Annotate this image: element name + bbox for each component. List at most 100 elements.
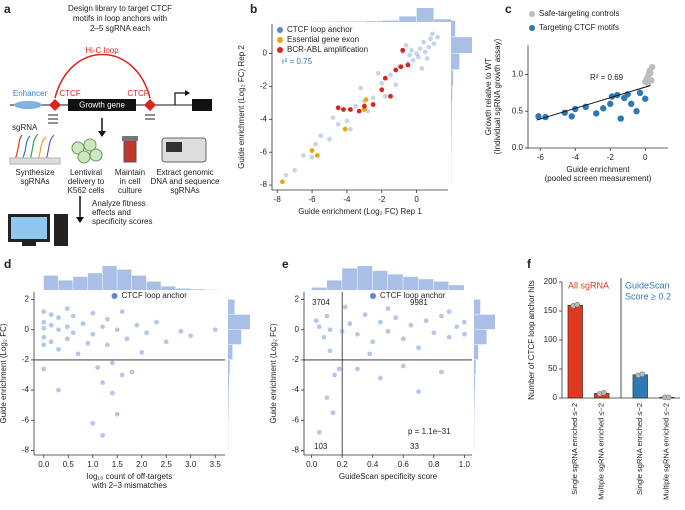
point: [388, 93, 393, 99]
histogram-bar: [346, 21, 364, 22]
point: [377, 319, 383, 325]
step-label: specificity scores: [92, 217, 152, 226]
point: [336, 366, 342, 372]
point: [324, 395, 330, 401]
point: [385, 328, 391, 334]
y-tick-label: -6: [260, 147, 268, 156]
y-tick-label: 200: [544, 277, 558, 286]
group-label: Score ≥ 0.2: [625, 291, 671, 301]
bar: [632, 374, 648, 399]
y-axis-label: Guide enrichment (Log₂ FC) Rep 2: [237, 45, 246, 169]
point: [105, 316, 110, 322]
y-tick-label: -8: [22, 446, 30, 455]
point: [339, 328, 345, 334]
point: [356, 108, 362, 114]
replicate-point: [574, 301, 580, 308]
point: [316, 429, 322, 435]
step-label: Synthesize: [15, 168, 55, 177]
point: [417, 46, 423, 52]
point: [361, 107, 367, 112]
histogram-bar: [474, 299, 481, 315]
point: [330, 115, 336, 121]
x-tick-label: 0.6: [398, 460, 410, 469]
point: [421, 39, 427, 45]
ctcf-label: CTCF: [59, 89, 80, 98]
histogram-bar: [451, 37, 472, 54]
point: [90, 420, 96, 426]
step-label: delivery to: [68, 177, 105, 186]
point: [393, 315, 399, 321]
point: [280, 179, 285, 185]
sgrna-library: [9, 133, 61, 165]
x-tick-label: 2.5: [161, 460, 173, 469]
cells: [71, 138, 103, 164]
point: [377, 375, 383, 381]
point: [90, 331, 96, 337]
point: [105, 342, 110, 348]
monitor-stand: [22, 242, 36, 246]
legend-label: Essential gene exon: [287, 35, 359, 44]
point: [324, 313, 330, 319]
point: [344, 118, 350, 124]
histogram-bar: [73, 276, 88, 290]
legend-label: CTCF loop anchor: [287, 25, 353, 34]
point: [379, 87, 385, 93]
step-label: Analyze fitness: [92, 199, 146, 208]
point: [644, 80, 652, 87]
x-tick-label: 3.5: [210, 460, 222, 469]
point: [64, 306, 70, 312]
point: [56, 315, 61, 321]
point: [393, 67, 399, 73]
histogram-bar: [388, 274, 403, 290]
point: [70, 313, 76, 319]
point: [426, 44, 432, 50]
histogram-bar: [416, 8, 434, 22]
step-label: K562 cells: [68, 186, 105, 195]
y-tick-label: -4: [292, 385, 300, 394]
point: [367, 351, 373, 357]
x-tick-label: Single sgRNA enriched ≤−2: [635, 403, 644, 495]
histogram-bar: [102, 266, 117, 290]
point: [617, 115, 624, 122]
point: [614, 91, 621, 99]
point: [283, 172, 289, 178]
histogram-bar: [87, 273, 103, 290]
point: [410, 57, 416, 63]
point: [139, 349, 145, 355]
point: [429, 31, 435, 37]
point: [64, 324, 70, 330]
y-tick-label: 1.0: [512, 70, 524, 79]
point: [48, 322, 54, 328]
point: [163, 339, 169, 345]
legend-marker: [529, 25, 535, 31]
point: [327, 327, 333, 333]
point: [90, 310, 96, 316]
histogram-bar: [381, 20, 399, 22]
y-tick-label: 150: [544, 306, 558, 315]
point: [48, 312, 54, 318]
point: [95, 365, 101, 370]
point: [348, 107, 353, 112]
point: [363, 97, 369, 103]
point: [642, 95, 649, 102]
point: [341, 107, 346, 112]
arrow-head: [76, 217, 84, 223]
y-tick-label: 50: [548, 364, 557, 373]
point: [119, 309, 125, 315]
x-axis-label: GuideScan specificity score: [339, 472, 438, 481]
point: [342, 126, 348, 132]
point: [454, 324, 460, 330]
x-tick-label: 0.2: [337, 460, 349, 469]
point: [348, 126, 353, 132]
x-tick-label: -8: [274, 195, 282, 204]
y-tick-label: 0: [263, 49, 268, 58]
point: [300, 153, 306, 158]
point: [435, 34, 440, 40]
point: [405, 62, 411, 68]
y-axis-label: Guide enrichment (Log₂ FC): [269, 323, 278, 423]
annotation: 33: [410, 442, 419, 451]
point: [424, 56, 430, 61]
point: [314, 153, 320, 158]
annotation: 3704: [312, 298, 330, 307]
